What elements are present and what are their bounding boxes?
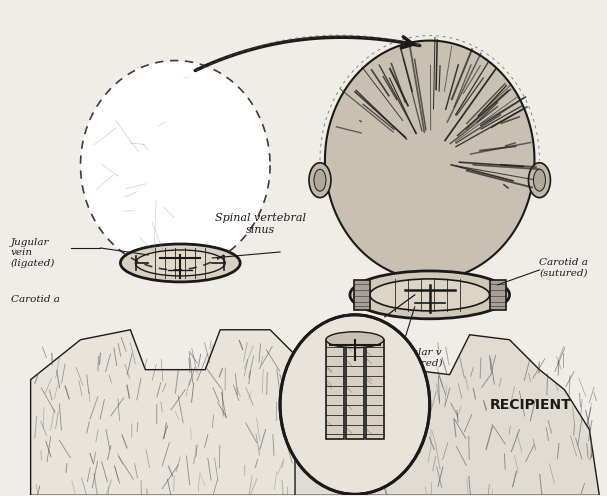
Ellipse shape [529, 163, 551, 197]
FancyBboxPatch shape [490, 280, 506, 310]
Text: RECIPIENT: RECIPIENT [490, 398, 571, 412]
Ellipse shape [309, 163, 331, 197]
Text: Carotid a
(sutured): Carotid a (sutured) [540, 258, 588, 277]
Ellipse shape [370, 279, 490, 311]
Text: Carotid a: Carotid a [11, 295, 59, 304]
Polygon shape [30, 330, 330, 496]
Polygon shape [81, 61, 270, 270]
Polygon shape [325, 41, 535, 280]
Polygon shape [295, 335, 599, 496]
Text: Jugular
vein
(ligated): Jugular vein (ligated) [11, 238, 55, 268]
Text: Spinal vertebral
sinus: Spinal vertebral sinus [215, 213, 305, 235]
FancyBboxPatch shape [326, 340, 344, 439]
Ellipse shape [534, 169, 546, 191]
Ellipse shape [326, 332, 384, 348]
Ellipse shape [280, 315, 430, 495]
FancyBboxPatch shape [346, 340, 364, 439]
FancyBboxPatch shape [354, 280, 370, 310]
Ellipse shape [120, 244, 240, 282]
Ellipse shape [135, 250, 225, 276]
FancyBboxPatch shape [366, 340, 384, 439]
Ellipse shape [314, 169, 326, 191]
Text: Jugular v
(sutured): Jugular v (sutured) [395, 348, 443, 367]
Ellipse shape [350, 271, 509, 319]
